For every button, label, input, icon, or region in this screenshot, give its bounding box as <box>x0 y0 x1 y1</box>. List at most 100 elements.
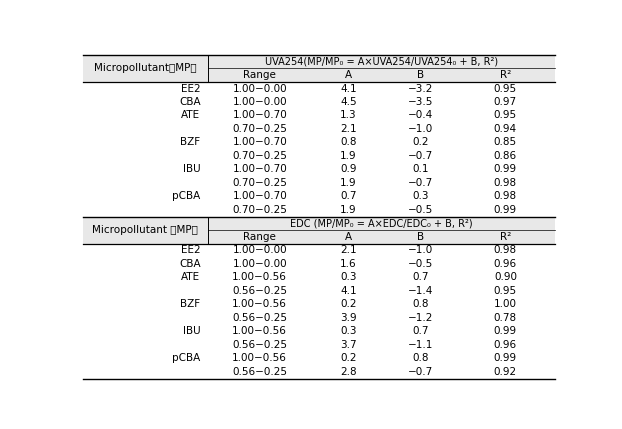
Text: pCBA: pCBA <box>172 191 200 201</box>
Text: 0.1: 0.1 <box>412 164 429 175</box>
Text: 0.98: 0.98 <box>494 178 517 188</box>
Text: 0.8: 0.8 <box>340 137 356 148</box>
Text: Micropollutant（MP）: Micropollutant（MP） <box>94 63 197 73</box>
Text: 0.56−0.25: 0.56−0.25 <box>232 286 287 296</box>
Text: −0.7: −0.7 <box>407 367 433 377</box>
Text: −0.7: −0.7 <box>407 151 433 161</box>
Text: 1.00−0.00: 1.00−0.00 <box>233 84 287 94</box>
Text: −0.5: −0.5 <box>407 205 433 215</box>
Text: 3.9: 3.9 <box>340 313 356 323</box>
Text: 4.1: 4.1 <box>340 286 356 296</box>
Text: B: B <box>417 70 424 80</box>
Text: 1.9: 1.9 <box>340 178 356 188</box>
Text: CBA: CBA <box>179 97 200 107</box>
Text: 1.00−0.56: 1.00−0.56 <box>232 353 287 363</box>
Text: 0.70−0.25: 0.70−0.25 <box>232 178 287 188</box>
Text: 0.2: 0.2 <box>340 353 356 363</box>
Text: 0.85: 0.85 <box>494 137 517 148</box>
Text: −3.2: −3.2 <box>407 84 433 94</box>
Text: ATE: ATE <box>182 272 200 282</box>
Text: −1.2: −1.2 <box>407 313 433 323</box>
Text: 0.95: 0.95 <box>494 111 517 121</box>
Text: A: A <box>345 70 352 80</box>
Text: −0.4: −0.4 <box>407 111 433 121</box>
Text: 1.00−0.70: 1.00−0.70 <box>233 111 287 121</box>
Text: 0.56−0.25: 0.56−0.25 <box>232 367 287 377</box>
Text: −0.7: −0.7 <box>407 178 433 188</box>
Text: −1.1: −1.1 <box>407 340 433 350</box>
Text: 4.1: 4.1 <box>340 84 356 94</box>
Text: 0.99: 0.99 <box>494 205 517 215</box>
Text: 0.95: 0.95 <box>494 286 517 296</box>
Text: A: A <box>345 232 352 242</box>
Text: EE2: EE2 <box>181 84 200 94</box>
Text: EE2: EE2 <box>181 245 200 255</box>
Text: 4.5: 4.5 <box>340 97 356 107</box>
Text: 0.78: 0.78 <box>494 313 517 323</box>
Text: IBU: IBU <box>183 326 200 336</box>
Text: 2.1: 2.1 <box>340 124 356 134</box>
Text: 1.00−0.70: 1.00−0.70 <box>233 164 287 175</box>
Text: −3.5: −3.5 <box>407 97 433 107</box>
Text: 1.00−0.70: 1.00−0.70 <box>233 137 287 148</box>
Text: 2.8: 2.8 <box>340 367 356 377</box>
Text: 0.70−0.25: 0.70−0.25 <box>232 205 287 215</box>
Text: 0.95: 0.95 <box>494 84 517 94</box>
Text: −1.0: −1.0 <box>407 245 433 255</box>
Text: 0.92: 0.92 <box>494 367 517 377</box>
Text: 0.9: 0.9 <box>340 164 356 175</box>
Text: 0.56−0.25: 0.56−0.25 <box>232 340 287 350</box>
Text: 1.00−0.00: 1.00−0.00 <box>233 245 287 255</box>
Text: 1.00: 1.00 <box>494 299 517 309</box>
Text: −1.0: −1.0 <box>407 124 433 134</box>
Text: EDC (MP/MP₀ = A×EDC/EDC₀ + B, R²): EDC (MP/MP₀ = A×EDC/EDC₀ + B, R²) <box>290 218 473 228</box>
Text: Range: Range <box>243 70 276 80</box>
Text: 1.00−0.56: 1.00−0.56 <box>232 326 287 336</box>
Text: 1.00−0.56: 1.00−0.56 <box>232 299 287 309</box>
Text: 0.99: 0.99 <box>494 353 517 363</box>
Text: 0.56−0.25: 0.56−0.25 <box>232 313 287 323</box>
Text: 0.99: 0.99 <box>494 326 517 336</box>
Text: 0.86: 0.86 <box>494 151 517 161</box>
Text: R²: R² <box>499 232 511 242</box>
Text: 0.96: 0.96 <box>494 259 517 269</box>
Bar <box>83 217 555 244</box>
Text: 0.7: 0.7 <box>412 272 429 282</box>
Text: 1.9: 1.9 <box>340 205 356 215</box>
Text: 0.98: 0.98 <box>494 191 517 201</box>
Text: Micropollutant （MP）: Micropollutant （MP） <box>92 225 198 235</box>
Text: CBA: CBA <box>179 259 200 269</box>
Text: −0.5: −0.5 <box>407 259 433 269</box>
Text: Range: Range <box>243 232 276 242</box>
Text: 1.9: 1.9 <box>340 151 356 161</box>
Text: R²: R² <box>499 70 511 80</box>
Text: 0.70−0.25: 0.70−0.25 <box>232 151 287 161</box>
Text: pCBA: pCBA <box>172 353 200 363</box>
Text: BZF: BZF <box>180 299 200 309</box>
Text: 0.97: 0.97 <box>494 97 517 107</box>
Text: UVA254(MP/MP₀ = A×UVA254/UVA254₀ + B, R²): UVA254(MP/MP₀ = A×UVA254/UVA254₀ + B, R²… <box>265 57 498 66</box>
Text: 0.7: 0.7 <box>340 191 356 201</box>
Text: BZF: BZF <box>180 137 200 148</box>
Text: B: B <box>417 232 424 242</box>
Text: 2.1: 2.1 <box>340 245 356 255</box>
Text: 0.3: 0.3 <box>340 272 356 282</box>
Text: 3.7: 3.7 <box>340 340 356 350</box>
Text: IBU: IBU <box>183 164 200 175</box>
Text: 0.96: 0.96 <box>494 340 517 350</box>
Text: 0.90: 0.90 <box>494 272 517 282</box>
Text: −1.4: −1.4 <box>407 286 433 296</box>
Text: 1.00−0.70: 1.00−0.70 <box>233 191 287 201</box>
Text: 1.3: 1.3 <box>340 111 356 121</box>
Text: 0.3: 0.3 <box>340 326 356 336</box>
Text: 0.8: 0.8 <box>412 353 429 363</box>
Text: 0.8: 0.8 <box>412 299 429 309</box>
Bar <box>83 55 555 82</box>
Text: 0.3: 0.3 <box>412 191 429 201</box>
Text: 0.2: 0.2 <box>340 299 356 309</box>
Text: 0.94: 0.94 <box>494 124 517 134</box>
Text: 0.98: 0.98 <box>494 245 517 255</box>
Text: 0.2: 0.2 <box>412 137 429 148</box>
Text: 1.6: 1.6 <box>340 259 356 269</box>
Text: 0.99: 0.99 <box>494 164 517 175</box>
